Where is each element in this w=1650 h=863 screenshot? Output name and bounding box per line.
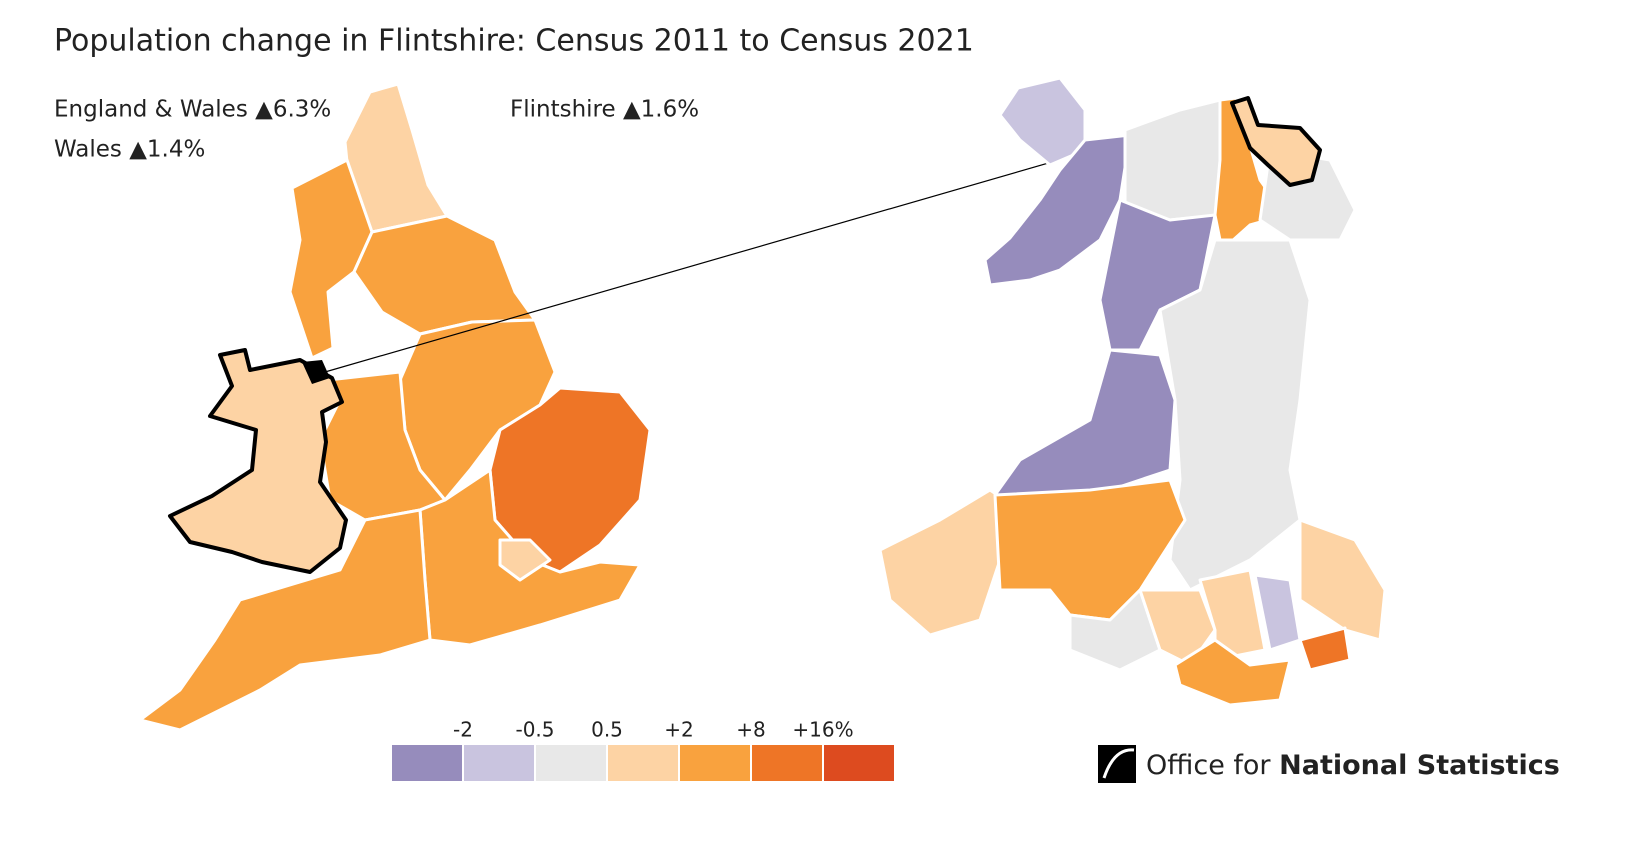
- logo-light: Office for: [1146, 750, 1271, 781]
- legend-label: +16%: [792, 718, 853, 742]
- legend-swatch: [680, 745, 750, 781]
- logo-bold: National Statistics: [1279, 750, 1560, 781]
- legend-swatch: [464, 745, 534, 781]
- legend-label: 0.5: [591, 718, 623, 742]
- legend-label: -2: [453, 718, 473, 742]
- stat: England & Wales ▲6.3%: [54, 97, 331, 123]
- legend: -2 -0.5 0.5 +2 +8 +16%: [392, 718, 894, 781]
- legend-swatch: [824, 745, 894, 781]
- logo: Office for National Statistics: [1098, 745, 1560, 783]
- legend-swatch: [392, 745, 462, 781]
- legend-swatch: [608, 745, 678, 781]
- legend-swatch: [536, 745, 606, 781]
- legend-label: -0.5: [515, 718, 554, 742]
- logo-text: Office for National Statistics: [1146, 750, 1560, 781]
- wales-map: [878, 76, 1387, 707]
- stat: Wales ▲1.4%: [54, 137, 205, 163]
- legend-label: +8: [736, 718, 765, 742]
- england-wales-map: [138, 82, 652, 732]
- legend-swatch: [752, 745, 822, 781]
- stat: Flintshire ▲1.6%: [510, 97, 699, 123]
- title: Population change in Flintshire: Census …: [54, 24, 974, 59]
- logo-icon: [1098, 745, 1136, 783]
- legend-label: +2: [664, 718, 693, 742]
